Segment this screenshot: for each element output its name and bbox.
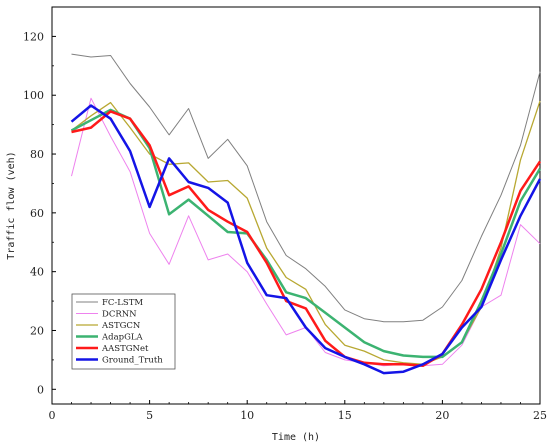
series-line-ground-truth bbox=[70, 104, 542, 375]
legend-entry-label: FC-LSTM bbox=[102, 298, 143, 308]
x-tick-label: 0 bbox=[49, 409, 56, 422]
legend-entry-label: AASTGNet bbox=[101, 344, 149, 354]
plot-area bbox=[51, 6, 541, 405]
y-tick-label: 100 bbox=[23, 89, 44, 102]
legend-entry-label: AdapGLA bbox=[101, 333, 144, 343]
legend-entry-label: ASTGCN bbox=[101, 321, 141, 331]
series-line-fc-lstm bbox=[71, 53, 541, 323]
plot-frame bbox=[51, 6, 541, 405]
y-axis-label: Traffic flow (veh) bbox=[6, 151, 17, 259]
x-tick-label: 10 bbox=[240, 409, 254, 422]
y-tick-label: 40 bbox=[30, 266, 44, 279]
legend-box bbox=[71, 293, 176, 370]
y-tick-label: 60 bbox=[30, 207, 44, 220]
x-tick-label: 15 bbox=[338, 409, 352, 422]
legend-entry-label: Ground_Truth bbox=[102, 356, 163, 366]
y-tick-label: 120 bbox=[23, 30, 44, 43]
legend-entry-label: DCRNN bbox=[102, 310, 137, 320]
y-tick-label: 0 bbox=[37, 383, 44, 396]
y-tick-label: 80 bbox=[30, 148, 44, 161]
x-tick-label: 20 bbox=[435, 409, 449, 422]
x-axis-label: Time (h) bbox=[272, 432, 320, 443]
series-line-aastgnet bbox=[71, 110, 542, 368]
x-tick-label: 25 bbox=[533, 409, 547, 422]
axes-layer: 0 5 10 15 20 25 0 20 40 60 80 100 120 bbox=[23, 30, 547, 422]
y-tick-label: 20 bbox=[30, 324, 44, 337]
x-tick-label: 5 bbox=[146, 409, 153, 422]
series-layer bbox=[70, 53, 542, 375]
